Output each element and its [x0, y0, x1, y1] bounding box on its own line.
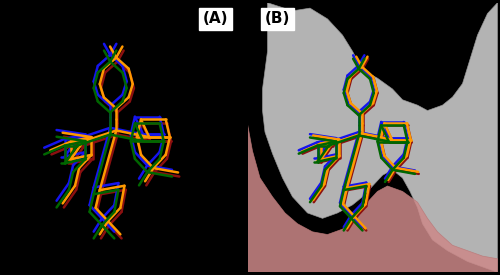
Text: (A): (A)	[203, 12, 228, 26]
Polygon shape	[248, 124, 498, 272]
Polygon shape	[262, 3, 498, 272]
Text: (B): (B)	[265, 12, 290, 26]
